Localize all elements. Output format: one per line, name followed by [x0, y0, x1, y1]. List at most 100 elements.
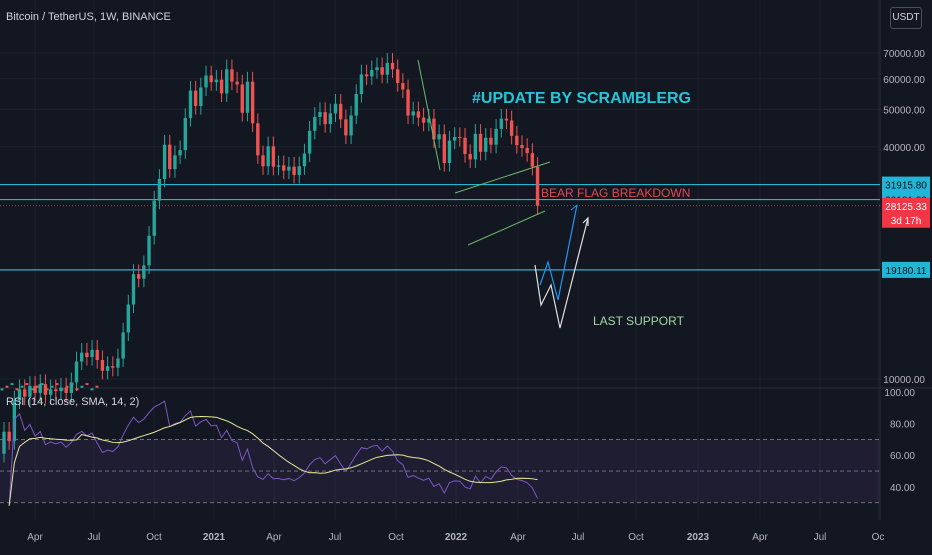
projection-blue [539, 204, 578, 301]
candle-body [256, 123, 260, 156]
candle-body [452, 136, 457, 141]
candle-body [193, 90, 198, 107]
candle-body [35, 385, 39, 388]
rsi-tick-label: 80.00 [890, 420, 915, 431]
candle-body [235, 81, 239, 85]
time-tick-label: Apr [510, 532, 526, 543]
candle-body [385, 62, 390, 75]
candle-body [370, 70, 374, 77]
candle-body [297, 166, 301, 175]
annotation-bear-flag: BEAR FLAG BREAKDOWN [541, 186, 690, 200]
candle-body [463, 137, 467, 155]
candle-body [437, 134, 441, 140]
candle-body [427, 118, 431, 123]
candle-body [339, 103, 343, 120]
level-label: 31915.80 [885, 181, 927, 192]
price-tick-label: 50000.00 [883, 105, 925, 116]
candle-body [69, 382, 74, 393]
level-label: 19180.11 [886, 266, 927, 277]
currency-button[interactable]: USDT [890, 7, 922, 29]
candle-body [199, 87, 203, 107]
current-price-label: 28125.33 [885, 202, 927, 213]
candle-body [282, 165, 286, 171]
time-tick-label: Oct [146, 532, 162, 543]
candle-body [395, 69, 400, 84]
candle-body [302, 153, 307, 167]
time-tick-label: Apr [27, 532, 43, 543]
candle-body [10, 383, 14, 386]
candle-body [111, 366, 115, 368]
symbol-title: Bitcoin / TetherUS, 1W, BINANCE [6, 11, 171, 23]
price-tick-label: 60000.00 [883, 75, 925, 86]
time-tick-label: Oc [872, 532, 885, 543]
time-tick-label: 2021 [203, 532, 226, 543]
candle-body [50, 385, 54, 388]
candle-body [38, 384, 42, 393]
candle-body [17, 389, 22, 401]
candle-body [250, 81, 255, 124]
candle-body [131, 274, 136, 305]
candle-body [333, 103, 338, 114]
candle-body [90, 388, 94, 391]
candle-body [499, 118, 503, 129]
flag-lower-line [467, 210, 546, 246]
candle-body [173, 155, 177, 170]
candle-body [30, 388, 34, 391]
current-price-bg [882, 197, 930, 228]
candle-body [28, 385, 32, 397]
candle-body [219, 79, 224, 94]
price-tick-label: 70000.00 [883, 49, 925, 60]
candle-body [95, 349, 99, 361]
candle-body [7, 431, 11, 442]
candle-body [2, 431, 6, 454]
rsi-ma-line [8, 416, 538, 506]
candle-body [271, 146, 276, 167]
candle-body [401, 83, 405, 90]
time-tick-label: Jul [329, 532, 342, 543]
candle-body [292, 166, 296, 175]
rsi-title: RSI (14, close, SMA, 14, 2) [6, 396, 140, 408]
candle-body [105, 366, 110, 371]
candle-body [313, 116, 317, 131]
candle-body [225, 69, 229, 94]
time-tick-label: 2022 [445, 532, 468, 543]
candle-body [478, 133, 483, 152]
time-tick-label: 2023 [687, 532, 710, 543]
time-tick-label: Oct [628, 532, 644, 543]
candle-body [183, 117, 187, 151]
candle-body [20, 385, 24, 388]
time-tick-label: Jul [88, 532, 101, 543]
candle-body [121, 332, 125, 359]
candle-body [95, 385, 99, 388]
candle-body [43, 384, 48, 395]
candle-body [60, 388, 64, 391]
candle-body [525, 148, 529, 154]
candle-body [152, 200, 156, 236]
candle-body [178, 150, 182, 156]
candle-body [380, 67, 384, 75]
rsi-band [0, 439, 880, 503]
candle-body [307, 130, 312, 154]
candle-body [411, 111, 415, 116]
candle-body [5, 385, 9, 388]
candle-body [432, 118, 436, 140]
candle-body [364, 74, 369, 77]
grid [0, 0, 932, 520]
candle-body [489, 137, 493, 145]
horizontal-levels [0, 183, 880, 271]
candle-body [204, 75, 208, 88]
level-label-bg [882, 261, 930, 278]
candle-body [45, 388, 49, 391]
candle-body [375, 67, 379, 71]
candle-body [509, 120, 514, 136]
candle-body [447, 140, 452, 164]
candle-body [266, 146, 270, 167]
candle-body [535, 166, 540, 206]
candle-body [126, 304, 131, 333]
candle-body [245, 81, 250, 113]
candle-body [74, 361, 79, 383]
time-tick-label: Jul [814, 532, 827, 543]
candle-body [80, 385, 84, 388]
candle-body [136, 274, 141, 279]
